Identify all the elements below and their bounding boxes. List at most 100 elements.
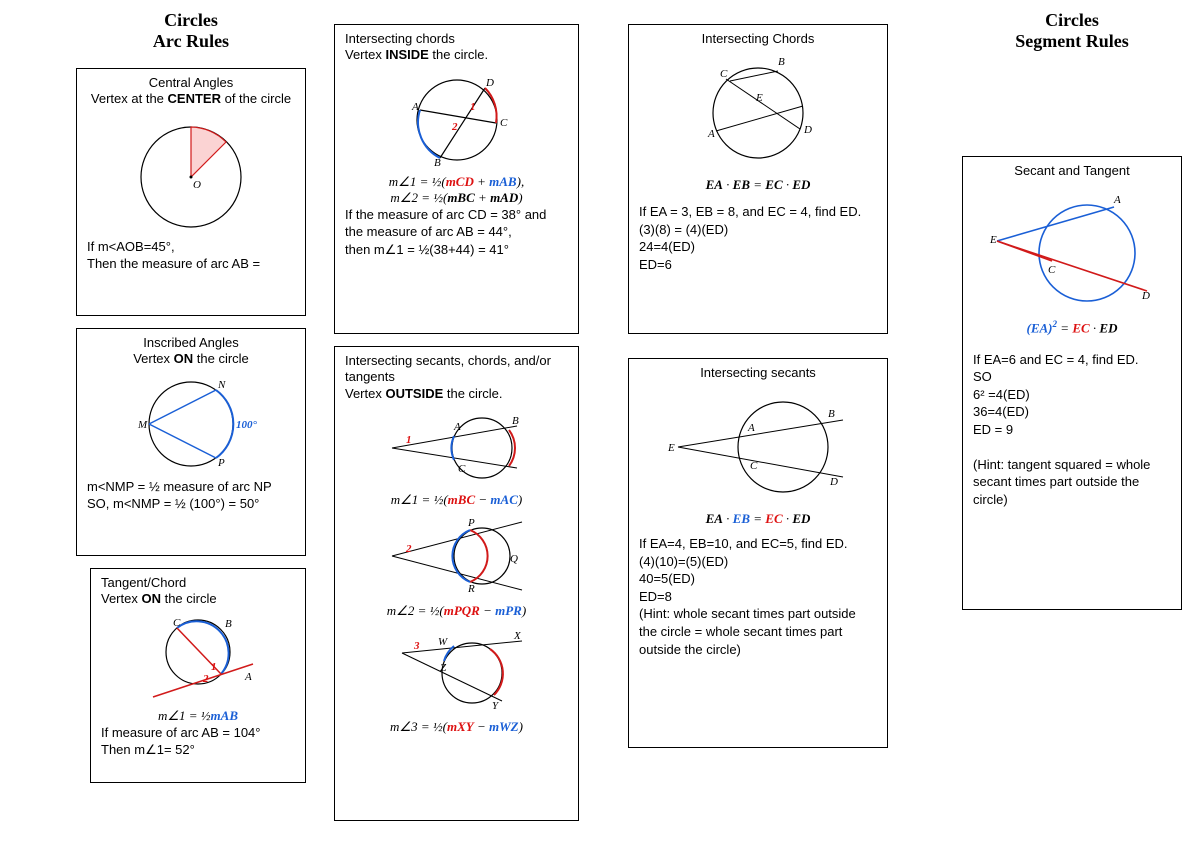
inside-body: If the measure of arc CD = 38° and the m… (345, 206, 568, 259)
formula-secants-product: EA · EB = EC · ED (639, 511, 877, 527)
formula-outside-3: m∠3 = ½(mXY − mWZ) (345, 719, 568, 735)
svg-text:N: N (217, 379, 226, 391)
svg-text:Y: Y (492, 700, 500, 712)
fo2-mid: − (480, 603, 495, 618)
fig-central: O (87, 112, 295, 232)
stf-c: EC (1072, 321, 1089, 336)
card-title-tangent-chord: Tangent/Chord Vertex ON the circle (101, 575, 295, 608)
is-given: If EA=4, EB=10, and EC=5, find ED. (639, 536, 848, 551)
fig-inside: A D C B 1 2 (345, 68, 568, 168)
stf-a: (EA) (1027, 321, 1053, 336)
is-s2: 40=5(ED) (639, 571, 695, 586)
svg-text:Q: Q (510, 553, 518, 565)
inside-b1: If the measure of arc CD = 38° and the m… (345, 207, 546, 240)
ins-t2b: ON (174, 351, 194, 366)
svg-text:A: A (747, 422, 755, 434)
inscribed-body: m<NMP = ½ measure of arc NP SO, m<NMP = … (87, 478, 295, 513)
card-inscribed-angles: Inscribed Angles Vertex ON the circle M … (76, 328, 306, 556)
svg-text:B: B (512, 415, 519, 427)
fig-intersecting-secants: E A B C D (639, 385, 877, 505)
tangent-chord-body: If measure of arc AB = 104° Then m∠1= 52… (101, 724, 295, 759)
sp-d1: · (723, 511, 733, 526)
svg-text:D: D (1141, 290, 1150, 302)
svg-text:M: M (137, 419, 148, 431)
svg-text:D: D (485, 77, 494, 89)
card-title-inscribed: Inscribed Angles Vertex ON the circle (87, 335, 295, 368)
sp-d: ED (792, 511, 810, 526)
svg-text:C: C (173, 617, 181, 629)
ins-t2a: Vertex (133, 351, 173, 366)
tc-t2b: ON (141, 591, 161, 606)
svg-text:B: B (434, 157, 441, 168)
svg-text:W: W (438, 636, 448, 648)
tc-t2a: Vertex (101, 591, 141, 606)
svg-text:E: E (667, 442, 675, 454)
sp-a: EA (706, 511, 723, 526)
formula-sec-tan: (EA)2 = EC · ED (973, 319, 1171, 336)
fo2-lead: m∠2 = ½( (387, 603, 444, 618)
st-s2: 36=4(ED) (973, 404, 1029, 419)
svg-text:B: B (778, 56, 785, 68)
svg-text:C: C (458, 463, 466, 475)
svg-text:1: 1 (211, 661, 217, 673)
inside-t2b: INSIDE (385, 47, 428, 62)
fo2-t1: mPQR (444, 603, 480, 618)
svg-text:C: C (1048, 264, 1056, 276)
svg-text:B: B (225, 618, 232, 630)
st-s3: ED = 9 (973, 422, 1013, 437)
svg-text:P: P (217, 457, 225, 469)
st-so: SO (973, 369, 992, 384)
svg-text:E: E (989, 234, 997, 246)
f-tc-lead: m∠1 = ½ (158, 708, 211, 723)
ins-b2: SO, m<NMP = ½ (100°) = 50° (87, 496, 259, 511)
fi1-tail: ), (517, 174, 525, 189)
fig-tangent-chord: C B A 1 2 (101, 612, 295, 702)
sp-b: EB (733, 511, 750, 526)
svg-text:E: E (755, 92, 763, 104)
fo1-lead: m∠1 = ½( (391, 492, 448, 507)
svg-text:B: B (828, 408, 835, 420)
fig-outside-secants: 1 A B C (345, 406, 568, 486)
tc-b2: Then m∠1= 52° (101, 742, 195, 757)
page: Circles Arc Rules Circles Segment Rules … (0, 0, 1200, 849)
fi2-t1: mBC (447, 190, 474, 205)
inside-t1: Intersecting chords (345, 31, 455, 46)
out-t2a: Vertex (345, 386, 385, 401)
fi2-mid: + (475, 190, 490, 205)
central-b1: If m<AOB=45°, (87, 239, 175, 254)
stf-d: ED (1099, 321, 1117, 336)
fi2-t2: mAD (490, 190, 518, 205)
fig-inscribed: M N P 100° (87, 372, 295, 472)
fig-outside-tangents: 2 P Q R (345, 512, 568, 597)
card-intersecting-secants-ex: Intersecting secants E A B C D EA · EB =… (628, 358, 888, 748)
out-t2b: OUTSIDE (385, 386, 443, 401)
sp-d2: · (783, 511, 793, 526)
inside-t2a: Vertex (345, 47, 385, 62)
fo2-tail: ) (522, 603, 526, 618)
is-s3: ED=8 (639, 589, 672, 604)
ins-title-l1: Inscribed Angles (143, 335, 238, 350)
st-hint: (Hint: tangent squared = whole secant ti… (973, 457, 1150, 507)
inside-t2c: the circle. (429, 47, 488, 62)
fo1-tail: ) (518, 492, 522, 507)
central-b2: Then the measure of arc AB = (87, 256, 260, 271)
central-t2c: of the circle (221, 91, 291, 106)
column-3: Intersecting Chords A B C D E EA · EB (628, 24, 888, 760)
ic-title: Intersecting Chords (639, 31, 877, 47)
st-title: Secant and Tangent (973, 163, 1171, 179)
fo1-t2: mAC (490, 492, 517, 507)
svg-text:X: X (513, 630, 522, 642)
sp-c: EC (765, 511, 782, 526)
ins-b1: m<NMP = ½ measure of arc NP (87, 479, 272, 494)
fo2-t2: mPR (495, 603, 522, 618)
svg-text:C: C (750, 460, 758, 472)
ins-t2c: the circle (193, 351, 249, 366)
out-t1: Intersecting secants, chords, and/or tan… (345, 353, 551, 384)
cp-d: ED (792, 177, 810, 192)
f-tc-t1: mAB (211, 708, 238, 723)
is-title: Intersecting secants (639, 365, 877, 381)
cp-a: EA (706, 177, 723, 192)
svg-text:D: D (829, 476, 838, 488)
fig-intersecting-chords: A B C D E (639, 51, 877, 171)
fig-secant-tangent: E A C D (973, 183, 1171, 313)
